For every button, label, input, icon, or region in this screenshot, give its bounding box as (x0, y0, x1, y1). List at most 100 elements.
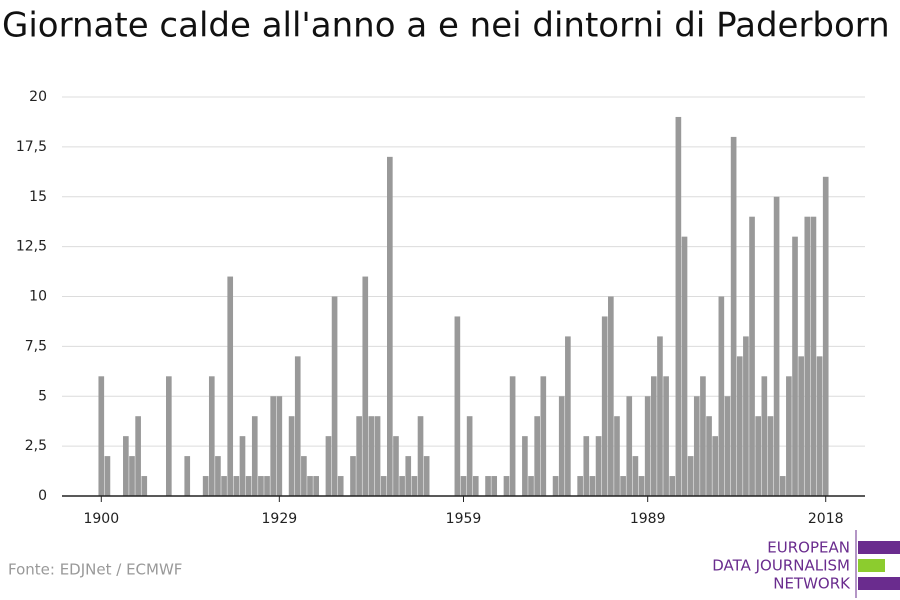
bar (767, 416, 774, 496)
bar (387, 156, 393, 496)
bar (534, 416, 540, 496)
bar (454, 316, 461, 496)
bar (202, 476, 209, 496)
bar (251, 416, 258, 496)
bar (558, 396, 565, 496)
bar (294, 356, 301, 496)
bar (712, 436, 719, 496)
bar (755, 416, 762, 496)
logo: EUROPEAN DATA JOURNALISM NETWORK (712, 530, 900, 598)
bar (552, 476, 559, 496)
bar (786, 376, 792, 496)
bar (258, 476, 264, 496)
bar (491, 476, 498, 496)
bar (301, 456, 307, 496)
bar (362, 276, 369, 496)
bar (405, 456, 412, 496)
bar (792, 236, 798, 496)
bar (706, 416, 712, 496)
bar (565, 336, 571, 496)
y-tick-label: 17,5 (16, 139, 47, 155)
bar (638, 476, 645, 496)
y-tick-label: 2,5 (25, 438, 47, 454)
logo-text: DATA JOURNALISM (712, 557, 850, 575)
bar (650, 376, 657, 496)
x-tick-label: 1959 (446, 511, 482, 527)
bar (264, 476, 270, 496)
bar (761, 376, 768, 496)
bar (141, 476, 148, 496)
bar (485, 476, 491, 496)
bar (736, 356, 743, 496)
bar (356, 416, 362, 496)
x-tick-label: 1900 (83, 511, 119, 527)
logo-bar (858, 559, 885, 572)
y-tick-label: 20 (29, 89, 47, 105)
bar (466, 416, 473, 496)
y-tick-label: 15 (29, 189, 47, 205)
bar (743, 336, 749, 496)
bar (644, 396, 651, 496)
bar (270, 396, 277, 496)
bar (165, 376, 172, 496)
bar (313, 476, 319, 496)
bar (583, 436, 590, 496)
bar (601, 316, 608, 496)
bar (472, 476, 479, 496)
bar (276, 396, 283, 496)
bar (393, 436, 399, 496)
y-tick-label: 7,5 (25, 338, 47, 354)
bar (620, 476, 626, 496)
bar (239, 436, 246, 496)
bar (675, 116, 682, 496)
logo-bar (858, 577, 900, 590)
x-tick-label: 1989 (630, 511, 666, 527)
bar (307, 476, 313, 496)
bar (657, 336, 663, 496)
bar (399, 476, 405, 496)
bar (700, 376, 706, 496)
bar (589, 476, 596, 496)
bar (509, 376, 516, 496)
bar (215, 456, 221, 496)
y-tick-label: 0 (38, 488, 47, 504)
bar (663, 376, 669, 496)
bar (184, 456, 191, 496)
x-tick-label: 2018 (808, 511, 844, 527)
bar (577, 476, 583, 496)
bar (460, 476, 467, 496)
bar (350, 456, 356, 496)
bar (810, 216, 817, 496)
bar (632, 456, 639, 496)
bar (522, 436, 528, 496)
chart-title: Giornate calde all'anno a e nei dintorni… (2, 6, 890, 46)
bar (804, 216, 811, 496)
bar (325, 436, 332, 496)
bar (626, 396, 633, 496)
bar (528, 476, 534, 496)
bar (98, 376, 105, 496)
bar (503, 476, 510, 496)
bar (135, 416, 141, 496)
bar (816, 356, 823, 496)
bar (687, 456, 694, 496)
bar (773, 196, 780, 496)
bar (608, 296, 614, 496)
bar (417, 416, 424, 496)
source: Fonte: EDJNet / ECMWF (8, 561, 182, 579)
bar (331, 296, 338, 496)
bar (104, 456, 111, 496)
bar (233, 476, 240, 496)
y-tick-label: 12,5 (16, 239, 47, 255)
bar (798, 356, 804, 496)
bar (380, 476, 387, 496)
bar (337, 476, 344, 496)
bar (374, 416, 381, 496)
bar (423, 456, 430, 496)
y-tick-label: 10 (29, 289, 47, 305)
bar (730, 136, 737, 496)
bar (595, 436, 602, 496)
bar (227, 276, 234, 496)
bar (693, 396, 700, 496)
